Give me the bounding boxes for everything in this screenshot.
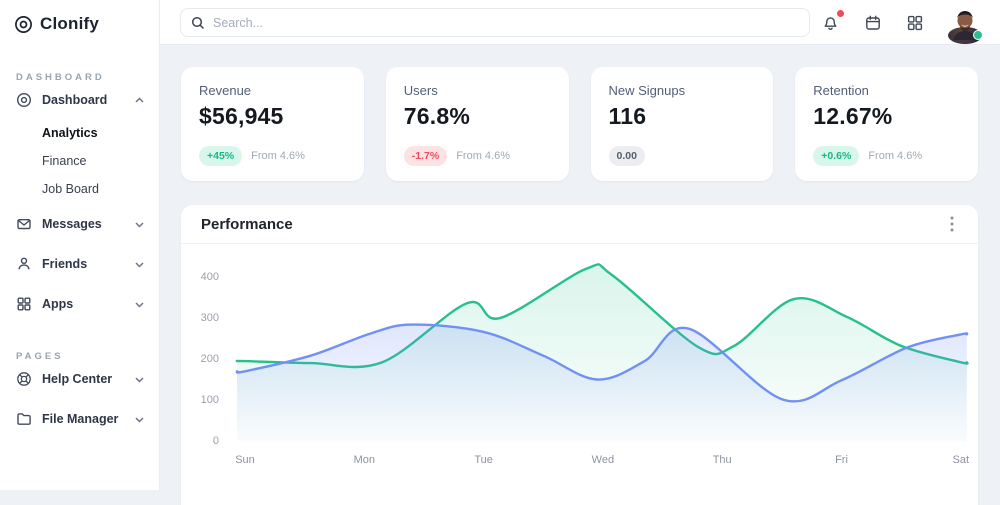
search-icon (191, 16, 205, 30)
trend-badge: -1.7% (403, 146, 448, 166)
panel-header: Performance (181, 205, 978, 244)
card-label: New Signups (608, 83, 686, 98)
sidebar-item-messages[interactable]: Messages (0, 207, 159, 241)
sidebar-item-dashboard[interactable]: Dashboard (0, 83, 159, 117)
card-label: Retention (813, 83, 869, 98)
folder-icon (16, 411, 32, 427)
person-icon (16, 256, 32, 272)
section-label-pages: PAGES (16, 351, 64, 362)
topbar (160, 0, 1000, 45)
x-axis-label: Sun (235, 454, 255, 466)
card-note: From 4.6% (456, 150, 510, 162)
sidebar-item-label: Dashboard (42, 93, 108, 107)
x-axis-label: Thu (712, 454, 732, 466)
sidebar: Clonify DASHBOARD Dashboard Analytics Fi… (0, 0, 160, 490)
performance-chart: 0 100 200 300 400 Sun Mon Tue Wed Thu Fri Sat (181, 250, 978, 500)
section-label-dashboard: DASHBOARD (16, 72, 105, 83)
x-axis-label: Tue (474, 454, 493, 466)
x-axis-label: Wed (591, 454, 615, 466)
stat-card-retention[interactable]: Retention 12.67% +0.6% From 4.6% (795, 67, 978, 181)
card-value: $56,945 (199, 103, 284, 129)
card-note: From 4.6% (868, 150, 923, 162)
x-axis-label: Mon (353, 454, 375, 466)
y-axis-label: 200 (200, 353, 219, 365)
card-label: Users (403, 83, 438, 98)
series-blue-area (236, 324, 968, 441)
y-axis-label: 400 (200, 271, 219, 283)
grid-icon (16, 296, 32, 312)
x-axis-label: Sat (952, 454, 970, 466)
sidebar-subitem-analytics[interactable]: Analytics (42, 126, 98, 140)
panel-title: Performance (201, 215, 293, 233)
chevron-down-icon (134, 259, 145, 270)
trend-badge: 0.00 (608, 146, 645, 166)
calendar-icon[interactable] (864, 14, 882, 32)
sidebar-item-help-center[interactable]: Help Center (0, 362, 159, 396)
clonify-logo-icon (14, 15, 33, 34)
stat-card-revenue[interactable]: Revenue $56,945 +45% From 4.6% (181, 67, 364, 181)
card-value: 76.8% (403, 103, 470, 129)
search-input[interactable] (213, 15, 799, 30)
search-box (180, 8, 810, 37)
dashboard-icon (16, 92, 32, 108)
y-axis-label: 100 (200, 394, 219, 406)
kebab-menu-icon[interactable] (946, 212, 958, 236)
envelope-icon (16, 216, 32, 232)
y-axis-label: 300 (200, 312, 219, 324)
stat-cards-row: Revenue $56,945 +45% From 4.6% Users 76.… (181, 67, 978, 181)
trend-badge: +45% (199, 146, 243, 166)
series-blue-line (235, 323, 969, 403)
sidebar-subitem-job-board[interactable]: Job Board (42, 182, 99, 196)
chevron-up-icon (134, 95, 145, 106)
sidebar-item-label: Friends (42, 257, 88, 271)
sidebar-item-label: Apps (42, 297, 74, 311)
sidebar-item-apps[interactable]: Apps (0, 287, 159, 321)
trend-badge: +0.6% (813, 146, 860, 166)
lifebuoy-icon (16, 371, 32, 387)
sidebar-item-friends[interactable]: Friends (0, 247, 159, 281)
stat-card-users[interactable]: Users 76.8% -1.7% From 4.6% (385, 67, 569, 181)
chevron-down-icon (134, 374, 145, 385)
sidebar-subitem-finance[interactable]: Finance (42, 154, 87, 168)
apps-grid-icon[interactable] (906, 14, 924, 32)
sidebar-item-label: Help Center (42, 372, 113, 386)
card-value: 12.67% (813, 103, 893, 129)
user-avatar[interactable] (948, 6, 983, 44)
main-content: Revenue $56,945 +45% From 4.6% Users 76.… (160, 45, 1000, 505)
sidebar-item-file-manager[interactable]: File Manager (0, 402, 159, 436)
card-note: From 4.6% (251, 150, 305, 162)
stat-card-new-signups[interactable]: New Signups 116 0.00 (590, 67, 774, 181)
x-axis-label: Fri (835, 454, 848, 466)
dashboard-sub-items: Analytics Finance Job Board (0, 117, 159, 207)
online-status-dot (973, 29, 983, 40)
card-value: 116 (608, 103, 647, 129)
notification-dot (837, 10, 844, 17)
card-label: Revenue (199, 83, 252, 98)
topbar-icons (821, 0, 983, 45)
chevron-down-icon (134, 299, 145, 310)
performance-chart-svg (235, 263, 969, 441)
y-axis-label: 0 (212, 435, 219, 447)
brand-logo[interactable]: Clonify (0, 0, 159, 34)
performance-panel: Performance (181, 205, 978, 505)
bell-icon[interactable] (821, 10, 844, 32)
sidebar-item-label: Messages (42, 217, 102, 231)
chevron-down-icon (134, 414, 145, 425)
chevron-down-icon (134, 219, 145, 230)
sidebar-item-label: File Manager (42, 412, 119, 426)
brand-name: Clonify (40, 14, 100, 33)
